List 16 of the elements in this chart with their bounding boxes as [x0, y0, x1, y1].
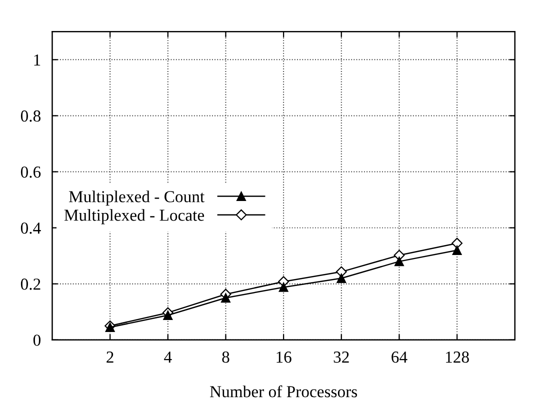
y-tick-label: 0.2: [20, 278, 40, 290]
x-tick-label: 2: [106, 352, 114, 363]
x-tick-label: 64: [392, 352, 408, 363]
x-axis-title: Number of Processors: [210, 385, 358, 398]
x-tick-label: 32: [334, 352, 349, 363]
x-tick-label: 16: [276, 352, 292, 363]
y-tick-label: 0.6: [20, 166, 41, 178]
legend-label: Multiplexed - Count: [68, 190, 204, 206]
x-tick-label: 4: [164, 352, 172, 363]
y-tick-label: 0.8: [20, 110, 40, 122]
y-tick-label: 0.4: [20, 222, 41, 234]
x-tick-label: 128: [446, 351, 469, 363]
x-tick-label: 8: [222, 351, 230, 363]
y-tick-label: 0: [33, 334, 40, 346]
legend-label: Multiplexed - Locate: [64, 209, 204, 224]
y-tick-label: 1: [34, 54, 40, 66]
